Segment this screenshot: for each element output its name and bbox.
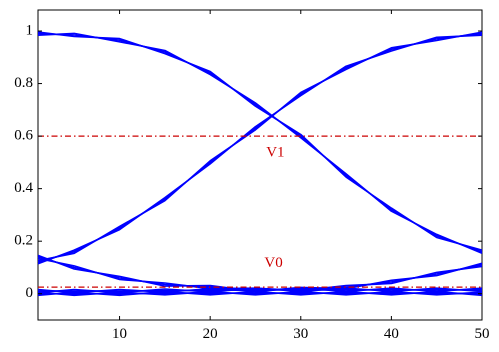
x-tick-label: 30 (293, 326, 308, 342)
reference-label-v0: V0 (264, 255, 282, 271)
series-line-2 (37, 31, 483, 265)
reference-layer: V1 V0 (38, 135, 482, 288)
series-trace (37, 34, 483, 265)
x-tick-label: 10 (112, 326, 127, 342)
series-trace (37, 32, 483, 255)
plot-area (37, 9, 483, 321)
y-tick-label: 0.6 (14, 128, 33, 144)
series-trace (37, 265, 483, 294)
x-tick-label: 50 (475, 326, 490, 342)
x-tick-label: 40 (384, 326, 399, 342)
y-tick-label: 0.2 (14, 233, 33, 249)
y-tick-label: 0 (26, 285, 34, 301)
series-layer (37, 31, 483, 297)
y-tick-label: 1 (26, 22, 34, 38)
reference-label-v1: V1 (266, 145, 284, 161)
series-line-5 (37, 290, 483, 297)
x-tick-label: 20 (203, 326, 218, 342)
series-line-1 (37, 31, 483, 255)
axis-layer: 10 20 30 40 50 0 0.2 0.4 0.6 0.8 1 (14, 10, 490, 342)
y-tick-label: 0.8 (14, 75, 33, 91)
y-tick-label: 0.4 (14, 180, 33, 196)
series-trace (37, 290, 483, 297)
